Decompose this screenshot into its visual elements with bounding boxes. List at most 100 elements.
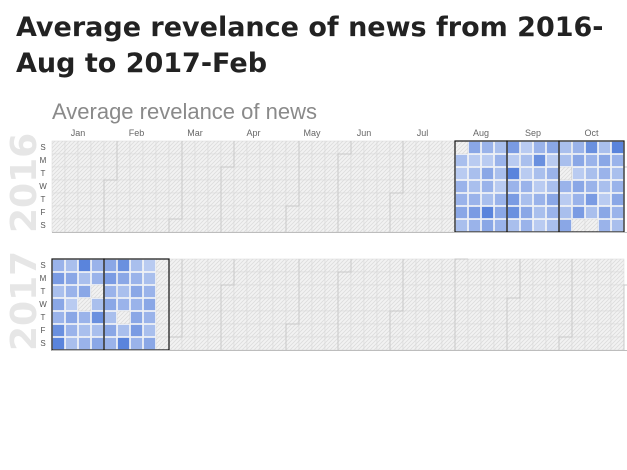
empty-day-cell (90, 284, 105, 299)
data-day-cell (455, 180, 468, 193)
empty-day-cell (311, 258, 326, 273)
empty-day-cell (272, 258, 287, 273)
empty-day-cell (220, 153, 235, 168)
empty-day-cell (571, 284, 586, 299)
empty-day-cell (324, 297, 339, 312)
data-day-cell (611, 141, 624, 154)
data-day-cell (104, 285, 117, 298)
empty-day-cell (181, 166, 196, 181)
data-day-cell (91, 298, 104, 311)
empty-day-cell (207, 205, 222, 220)
empty-day-cell (428, 258, 443, 273)
data-day-cell (507, 180, 520, 193)
empty-day-cell (259, 258, 274, 273)
year-label: 2016 (4, 133, 45, 233)
empty-day-cell (64, 179, 79, 194)
empty-day-cell (272, 323, 287, 338)
empty-day-cell (428, 179, 443, 194)
month-separator (623, 284, 627, 350)
empty-day-cell (493, 336, 508, 351)
empty-day-cell (233, 140, 248, 155)
empty-day-cell (298, 258, 313, 273)
empty-day-cell (194, 205, 209, 220)
empty-day-cell (402, 140, 417, 155)
data-day-cell (559, 193, 572, 206)
empty-day-cell (389, 205, 404, 220)
empty-day-cell (285, 205, 300, 220)
empty-day-cell (415, 166, 430, 181)
empty-day-cell (389, 323, 404, 338)
data-day-cell (52, 259, 65, 272)
empty-day-cell (428, 310, 443, 325)
data-day-cell (91, 311, 104, 324)
empty-day-cell (298, 140, 313, 155)
empty-day-cell (467, 271, 482, 286)
data-day-cell (143, 311, 156, 324)
empty-day-cell (181, 192, 196, 207)
empty-day-cell (207, 153, 222, 168)
empty-day-cell (402, 297, 417, 312)
empty-day-cell (168, 297, 183, 312)
empty-day-cell (545, 310, 560, 325)
data-day-cell (559, 219, 572, 232)
empty-day-cell (428, 140, 443, 155)
empty-day-cell (51, 179, 66, 194)
empty-day-cell (402, 271, 417, 286)
empty-day-cell (142, 153, 157, 168)
empty-day-cell (571, 271, 586, 286)
empty-day-cell (376, 166, 391, 181)
empty-day-cell (493, 323, 508, 338)
empty-day-cell (532, 284, 547, 299)
empty-day-cell (324, 271, 339, 286)
empty-day-cell (350, 179, 365, 194)
day-of-week-label: W (39, 182, 47, 191)
empty-day-cell (441, 166, 456, 181)
month-separator (454, 258, 468, 350)
empty-day-cell (259, 271, 274, 286)
empty-day-cell (233, 218, 248, 233)
empty-day-cell (571, 258, 586, 273)
month-label: Oct (584, 128, 599, 138)
empty-day-cell (272, 310, 287, 325)
empty-day-cell (389, 336, 404, 351)
empty-day-cell (428, 271, 443, 286)
data-day-cell (494, 154, 507, 167)
day-of-week-label: W (39, 300, 47, 309)
empty-day-cell (571, 218, 586, 233)
empty-day-cell (350, 284, 365, 299)
empty-day-cell (519, 323, 534, 338)
empty-day-cell (376, 153, 391, 168)
empty-day-cell (259, 166, 274, 181)
empty-day-cell (298, 179, 313, 194)
empty-day-cell (415, 218, 430, 233)
month-label: Jun (357, 128, 372, 138)
empty-day-cell (363, 310, 378, 325)
data-day-cell (533, 193, 546, 206)
empty-day-cell (519, 336, 534, 351)
empty-day-cell (441, 218, 456, 233)
empty-day-cell (441, 310, 456, 325)
empty-day-cell (350, 140, 365, 155)
empty-day-cell (51, 153, 66, 168)
empty-day-cell (194, 166, 209, 181)
empty-day-cell (116, 205, 131, 220)
empty-day-cell (337, 166, 352, 181)
empty-day-cell (259, 323, 274, 338)
month-separator (220, 259, 235, 350)
empty-day-cell (454, 323, 469, 338)
empty-day-cell (233, 297, 248, 312)
empty-day-cell (207, 297, 222, 312)
data-day-cell (546, 141, 559, 154)
data-day-cell (559, 141, 572, 154)
empty-day-cell (376, 271, 391, 286)
empty-day-cell (246, 192, 261, 207)
data-day-cell (585, 206, 598, 219)
data-day-cell (598, 154, 611, 167)
empty-day-cell (90, 153, 105, 168)
empty-day-cell (246, 271, 261, 286)
empty-day-cell (389, 310, 404, 325)
empty-day-cell (519, 310, 534, 325)
empty-day-cell (363, 192, 378, 207)
empty-day-cell (116, 218, 131, 233)
empty-day-cell (259, 284, 274, 299)
